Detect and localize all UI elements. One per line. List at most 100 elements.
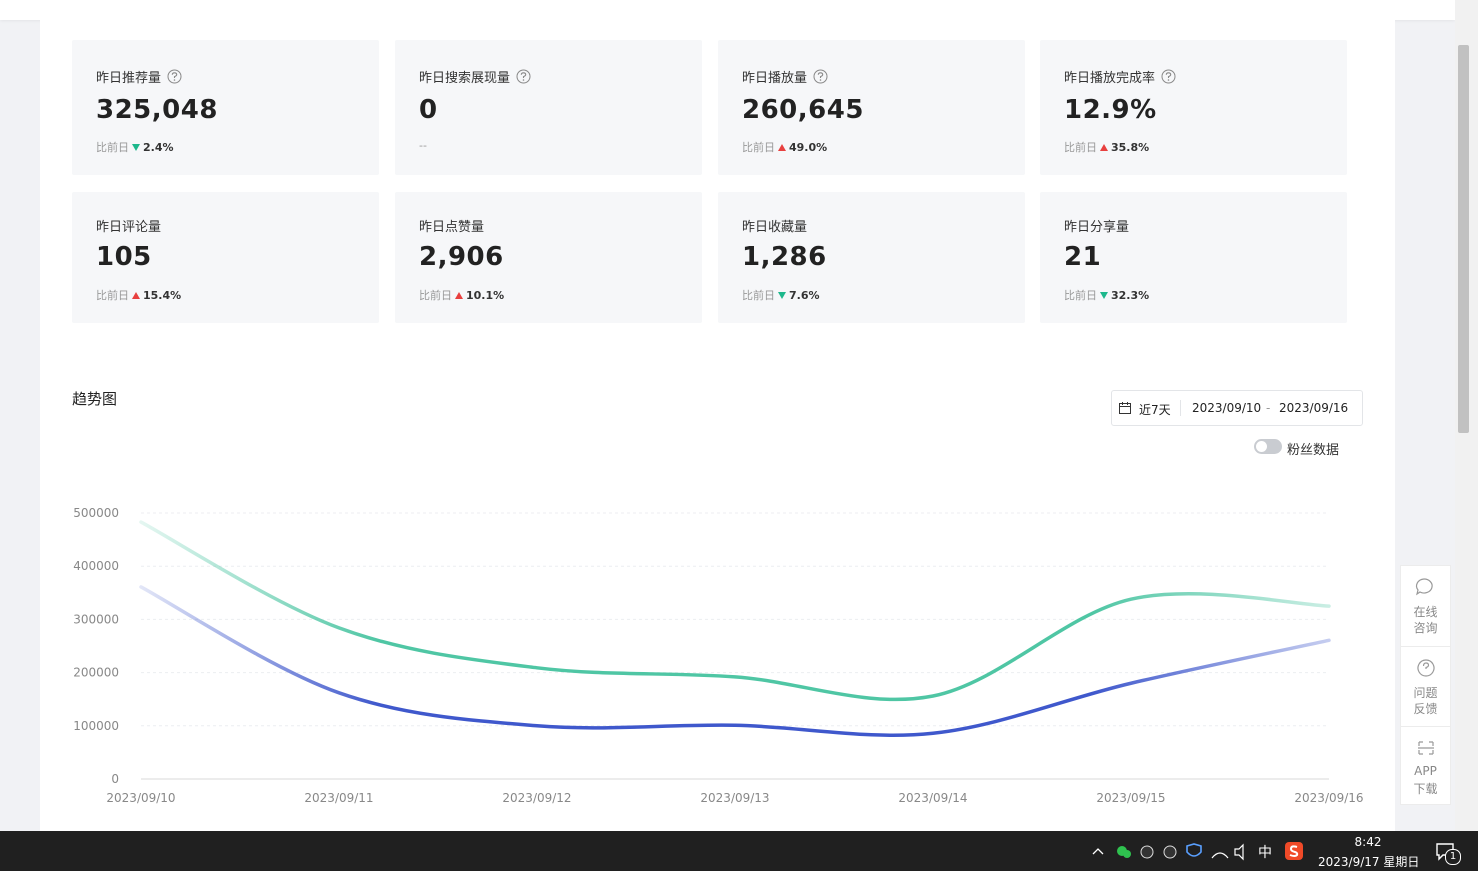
compare-label: 比前日: [1064, 141, 1097, 154]
x-tick-label: 2023/09/11: [304, 791, 373, 805]
tray-icons: [1092, 843, 1244, 861]
card-value: 260,645: [742, 95, 864, 125]
ime-indicator[interactable]: 中: [1258, 845, 1272, 861]
header: [0, 0, 1455, 20]
side-icon: [1418, 741, 1434, 755]
card-value: 2,906: [419, 242, 504, 272]
label-text: 昨日点赞量: [419, 220, 485, 235]
stat-card: 昨日收藏量 1,286 比前日 7.6%: [718, 192, 1025, 323]
side-label: 下载: [1413, 782, 1438, 796]
card-compare: 比前日 10.1%: [419, 287, 504, 303]
stat-card: 昨日播放量 260,645 比前日 49.0%: [718, 40, 1025, 175]
x-tick-label: 2023/09/15: [1096, 791, 1165, 805]
side-item[interactable]: 在线 咨询: [1401, 566, 1450, 645]
stat-card: 昨日推荐量 325,048 比前日 2.4%: [72, 40, 379, 175]
notification-icon[interactable]: [1436, 843, 1456, 861]
help-dot: [522, 79, 525, 81]
side-label: APP: [1414, 764, 1437, 778]
series-line: [139, 585, 1331, 737]
card-label: 昨日分享量: [1064, 216, 1129, 235]
date-separator: -: [1266, 401, 1271, 415]
y-tick-label: 200000: [73, 666, 119, 680]
card-label: 昨日搜索展现量: [419, 67, 531, 86]
trend-arrow: [455, 291, 463, 299]
side-icon-shape: [1417, 659, 1435, 677]
help-icon[interactable]: [1161, 69, 1176, 84]
trend-arrow: [778, 291, 786, 299]
y-tick-label: 500000: [73, 506, 119, 520]
divider: [1180, 400, 1181, 416]
compare-label: --: [419, 139, 427, 152]
compare-label: 比前日: [96, 289, 129, 302]
compare-label: 比前日: [742, 289, 775, 302]
label-text: 昨日播放量: [742, 71, 808, 86]
change-value: 2.4%: [143, 140, 174, 154]
help-circle: [516, 69, 531, 84]
label-text: 昨日搜索展现量: [419, 71, 511, 86]
compare-label: 比前日: [1064, 289, 1097, 302]
stat-card: 昨日搜索展现量 0 --: [395, 40, 702, 175]
date-filter[interactable]: 近7天 2023/09/10 - 2023/09/16: [1111, 390, 1363, 426]
side-label: 问题: [1413, 686, 1438, 700]
compare-label: 比前日: [419, 289, 452, 302]
help-icon[interactable]: [813, 69, 828, 84]
x-tick-label: 2023/09/14: [898, 791, 967, 805]
label-text: 昨日推荐量: [96, 71, 162, 86]
date-preset[interactable]: 近7天: [1139, 403, 1171, 417]
side-label: 咨询: [1413, 621, 1438, 635]
fans-toggle[interactable]: [1254, 439, 1282, 454]
stat-card: 昨日评论量 105 比前日 15.4%: [72, 192, 379, 323]
trend-arrow: [778, 143, 786, 151]
card-value: 1,286: [742, 242, 827, 272]
date-end[interactable]: 2023/09/16: [1279, 401, 1349, 415]
trend-arrow: [1100, 291, 1108, 299]
notification-badge: 1: [1445, 849, 1461, 865]
stat-card: 昨日播放完成率 12.9% 比前日 35.8%: [1040, 40, 1347, 175]
clock-time[interactable]: 8:42: [1354, 835, 1382, 849]
date-start[interactable]: 2023/09/10: [1192, 401, 1262, 415]
label-text: 昨日评论量: [96, 220, 162, 235]
x-tick-label: 2023/09/13: [700, 791, 769, 805]
help-circle: [1161, 69, 1176, 84]
side-label: 反馈: [1413, 702, 1438, 716]
help-mark: [817, 72, 824, 78]
y-tick-label: 100000: [73, 719, 119, 733]
card-value: 21: [1064, 242, 1102, 272]
scroll-thumb[interactable]: [1458, 45, 1469, 433]
toggle-label: 粉丝数据: [1287, 443, 1340, 458]
taskbar: 中 8:42 2023/9/17 星期日 1: [0, 831, 1478, 871]
change-value: 32.3%: [1111, 288, 1150, 302]
side-item[interactable]: APP 下载: [1401, 726, 1450, 806]
help-icon[interactable]: [516, 69, 531, 84]
sogou-icon: [1285, 842, 1303, 860]
clock-date[interactable]: 2023/9/17 星期日: [1318, 855, 1420, 869]
trend-chart: 0 100000 200000 300000 400000 500000 2023/09/1…: [73, 506, 1363, 805]
x-tick-label: 2023/09/16: [1294, 791, 1363, 805]
y-tick-label: 0: [111, 772, 119, 786]
card-compare: 比前日 15.4%: [96, 287, 181, 303]
y-tick-label: 300000: [73, 612, 119, 626]
side-item[interactable]: 问题 反馈: [1401, 646, 1450, 726]
side-icon-shape: [1415, 578, 1433, 596]
x-tick-label: 2023/09/12: [502, 791, 571, 805]
change-value: 49.0%: [789, 140, 828, 154]
side-icon-shape: [1418, 741, 1434, 755]
trend-title: 趋势图: [72, 390, 118, 408]
help-dot: [1167, 79, 1170, 81]
series-line: [139, 520, 1331, 702]
help-mark: [520, 72, 527, 78]
card-label: 昨日推荐量: [96, 67, 182, 86]
card-compare: 比前日 7.6%: [742, 287, 820, 303]
change-value: 35.8%: [1111, 140, 1150, 154]
label-text: 昨日播放完成率: [1064, 71, 1156, 86]
card-value: 12.9%: [1064, 95, 1157, 125]
trend-arrow: [132, 291, 140, 299]
help-icon[interactable]: [167, 69, 182, 84]
side-label: 在线: [1413, 605, 1438, 619]
change-value: 7.6%: [789, 288, 820, 302]
side-icon: [1415, 578, 1433, 596]
help-dot: [173, 79, 176, 81]
card-compare: 比前日 32.3%: [1064, 287, 1149, 303]
help-mark: [1165, 72, 1172, 78]
